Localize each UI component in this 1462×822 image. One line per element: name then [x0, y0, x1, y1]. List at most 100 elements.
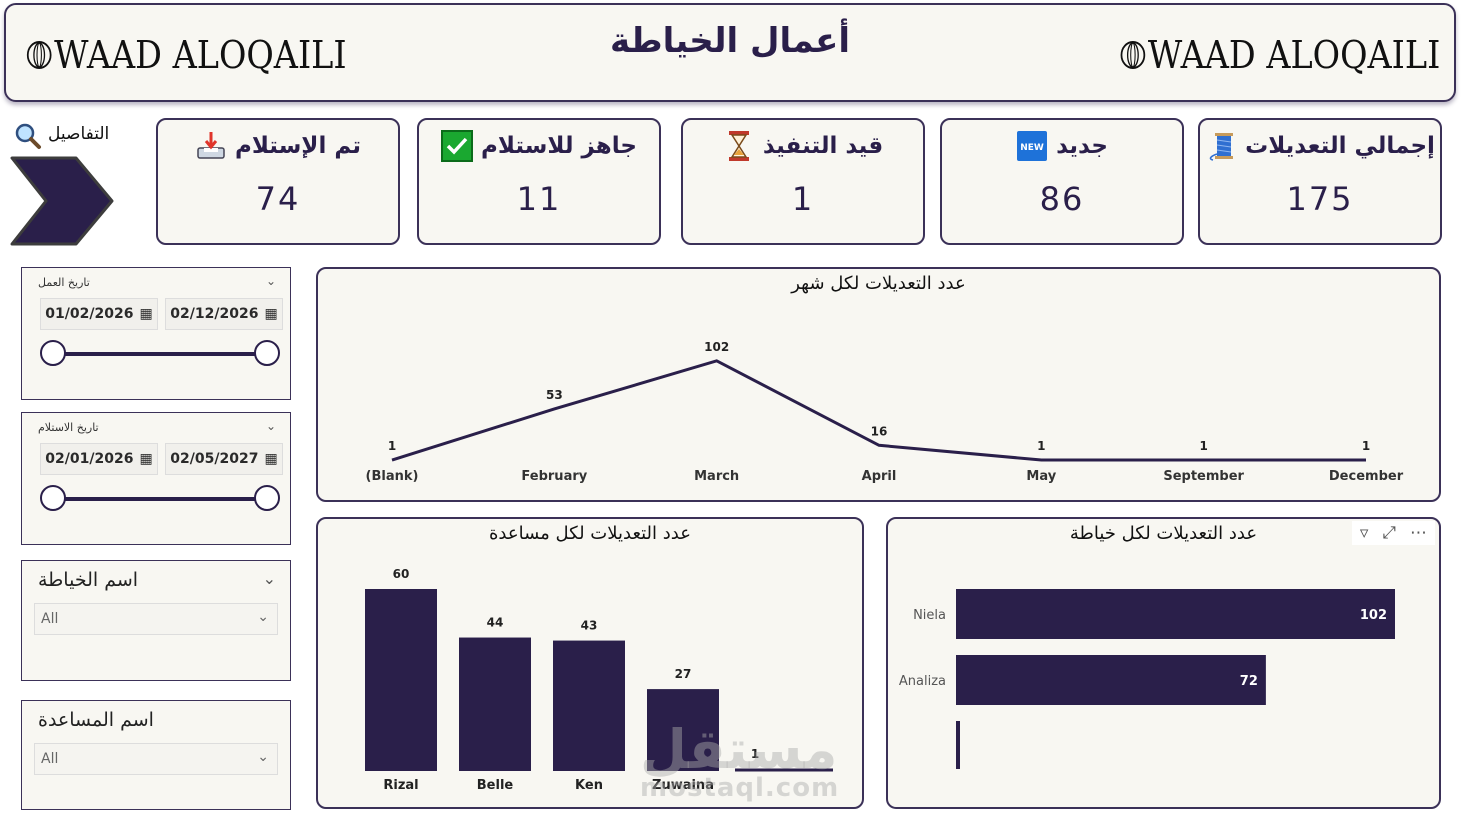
receive-date-from-input[interactable]: 02/01/2026 ▦: [40, 443, 158, 475]
check-box-icon: [441, 130, 474, 162]
assistant-name-dropdown[interactable]: All ⌄: [34, 743, 278, 775]
receive-date-from-value: 02/01/2026: [45, 451, 134, 467]
x-tick-label: April: [862, 469, 897, 484]
data-label: 1: [388, 439, 396, 453]
calendar-icon: ▦: [264, 306, 278, 322]
x-tick-label: December: [1329, 469, 1404, 484]
data-label: 102: [1360, 608, 1387, 623]
receive-date-range-track: [54, 497, 266, 501]
bar: [365, 589, 437, 771]
kpi-in-progress-value: 1: [791, 180, 815, 218]
thread-spool-icon: [1209, 133, 1234, 161]
kpi-received: تم الإستلام 74: [156, 118, 400, 245]
kpi-ready: جاهز للاستلام 11: [417, 118, 661, 245]
kpi-total: إجمالي التعديلات 175: [1198, 118, 1442, 245]
x-tick-label: May: [1026, 469, 1056, 484]
tailor-bar-chart-svg: 102 Niela 72 Analiza: [899, 589, 1395, 769]
tailor-name-selected: All: [41, 611, 59, 627]
calendar-icon: ▦: [264, 451, 278, 467]
tailor-name-label: اسم الخياطة: [38, 569, 139, 591]
kpi-received-label: تم الإستلام: [234, 133, 362, 159]
data-label: 27: [675, 667, 692, 681]
tailor-chart-title: عدد التعديلات لكل خياطة: [1069, 523, 1258, 544]
tailor-name-slicer[interactable]: اسم الخياطة ⌄ All ⌄: [21, 560, 291, 681]
brand-logo-left: WAAD ALOQAILI: [26, 33, 347, 77]
page-title: أعمال الخياطة: [610, 21, 850, 61]
kpi-ready-value: 11: [516, 180, 562, 218]
monthly-line-chart: عدد التعديلات لكل شهر 1 (Blank) 53 February…: [316, 267, 1441, 502]
kpi-in-progress-label: قيد التنفيذ: [762, 133, 884, 159]
receive-date-to-input[interactable]: 02/05/2027 ▦: [165, 443, 283, 475]
hourglass-icon: [728, 131, 749, 161]
work-date-from-input[interactable]: 01/02/2026 ▦: [40, 298, 158, 330]
work-date-from-value: 01/02/2026: [45, 306, 134, 322]
data-label: 1: [1199, 439, 1207, 453]
x-tick-label: Belle: [477, 778, 514, 793]
work-date-end-handle[interactable]: [254, 340, 280, 366]
brand-logo-right: WAAD ALOQAILI: [1119, 33, 1440, 77]
y-tick-label: Analiza: [899, 674, 946, 689]
assistant-name-selected: All: [41, 751, 59, 767]
brand-mark-icon: [26, 41, 52, 69]
x-tick-label: Rizal: [383, 778, 418, 793]
assistant-bar-chart-svg: 60 Rizal 44 Belle 43 Ken 27 Zuwaina 1: [365, 567, 833, 793]
x-tick-label: September: [1163, 469, 1244, 484]
inbox-tray-icon: [197, 132, 225, 159]
chevron-down-icon[interactable]: ⌄: [265, 419, 276, 433]
x-tick-label: (Blank): [366, 469, 419, 484]
work-date-start-handle[interactable]: [40, 340, 66, 366]
kpi-new-value: 86: [1039, 180, 1085, 218]
brand-logo-right-text: WAAD ALOQAILI: [1147, 33, 1440, 77]
data-label: 102: [704, 340, 729, 354]
assistant-name-slicer[interactable]: اسم المساعدة All ⌄: [21, 700, 291, 810]
data-label: 16: [871, 424, 888, 438]
kpi-received-value: 74: [255, 180, 301, 218]
filter-icon[interactable]: ▿: [1359, 523, 1369, 543]
kpi-new: جديد NEW 86: [940, 118, 1184, 245]
chevron-down-icon: ⌄: [257, 749, 269, 765]
monthly-line-chart-svg: 1 (Blank) 53 February 102 March 16 April 1 May 1 Se…: [366, 340, 1404, 484]
line-series: [391, 359, 1366, 462]
work-date-range-track: [54, 352, 266, 356]
receive-date-end-handle[interactable]: [254, 485, 280, 511]
brand-mark-icon: [1120, 41, 1145, 69]
x-tick-label: February: [521, 469, 587, 484]
data-label: 43: [581, 619, 598, 633]
tailor-bar-chart: عدد التعديلات لكل خياطة ▿ ⤢ ⋯ 102 Niela 72…: [886, 517, 1441, 809]
more-options-icon[interactable]: ⋯: [1410, 523, 1427, 543]
details-nav-button[interactable]: التفاصيل: [10, 120, 120, 250]
work-date-to-value: 02/12/2026: [170, 306, 259, 322]
receive-date-slicer[interactable]: تاريخ الاستلام ⌄ 02/01/2026 ▦ 02/05/2027…: [21, 412, 291, 545]
work-date-slicer[interactable]: تاريخ العمل ⌄ 01/02/2026 ▦ 02/12/2026 ▦: [21, 267, 291, 400]
data-label: 1: [751, 747, 759, 761]
chevron-right-icon: [10, 156, 114, 246]
bar: [956, 655, 1266, 705]
receive-date-start-handle[interactable]: [40, 485, 66, 511]
watermark-logo: مستقل: [640, 718, 838, 781]
chevron-down-icon: ⌄: [257, 609, 269, 625]
header-panel: WAAD ALOQAILI أعمال الخياطة WAAD ALOQAIL…: [4, 3, 1456, 102]
kpi-in-progress: قيد التنفيذ 1: [681, 118, 925, 245]
x-tick-label: Zuwaina: [652, 778, 714, 793]
data-label: 72: [1240, 674, 1258, 689]
focus-mode-icon[interactable]: ⤢: [1382, 523, 1396, 543]
tailor-name-dropdown[interactable]: All ⌄: [34, 603, 278, 635]
bar: [956, 589, 1395, 639]
chevron-down-icon[interactable]: ⌄: [265, 274, 276, 288]
details-label: التفاصيل: [48, 124, 110, 144]
kpi-total-label: إجمالي التعديلات: [1245, 133, 1435, 159]
assistant-name-label: اسم المساعدة: [38, 709, 154, 731]
watermark-url: mostaql.com: [640, 773, 840, 803]
chevron-down-icon[interactable]: ⌄: [262, 569, 276, 588]
assistant-chart-title: عدد التعديلات لكل مساعدة: [489, 523, 691, 544]
receive-date-label: تاريخ الاستلام: [38, 421, 99, 434]
data-label: 1: [1362, 439, 1370, 453]
x-tick-label: Ken: [575, 778, 603, 793]
new-badge-icon: NEW: [1017, 131, 1048, 161]
work-date-to-input[interactable]: 02/12/2026 ▦: [165, 298, 283, 330]
bar: [956, 721, 960, 769]
visual-toolbar: ▿ ⤢ ⋯: [1351, 521, 1435, 545]
kpi-total-value: 175: [1286, 180, 1354, 218]
data-label: 1: [1037, 439, 1045, 453]
y-tick-label: Niela: [913, 608, 946, 623]
